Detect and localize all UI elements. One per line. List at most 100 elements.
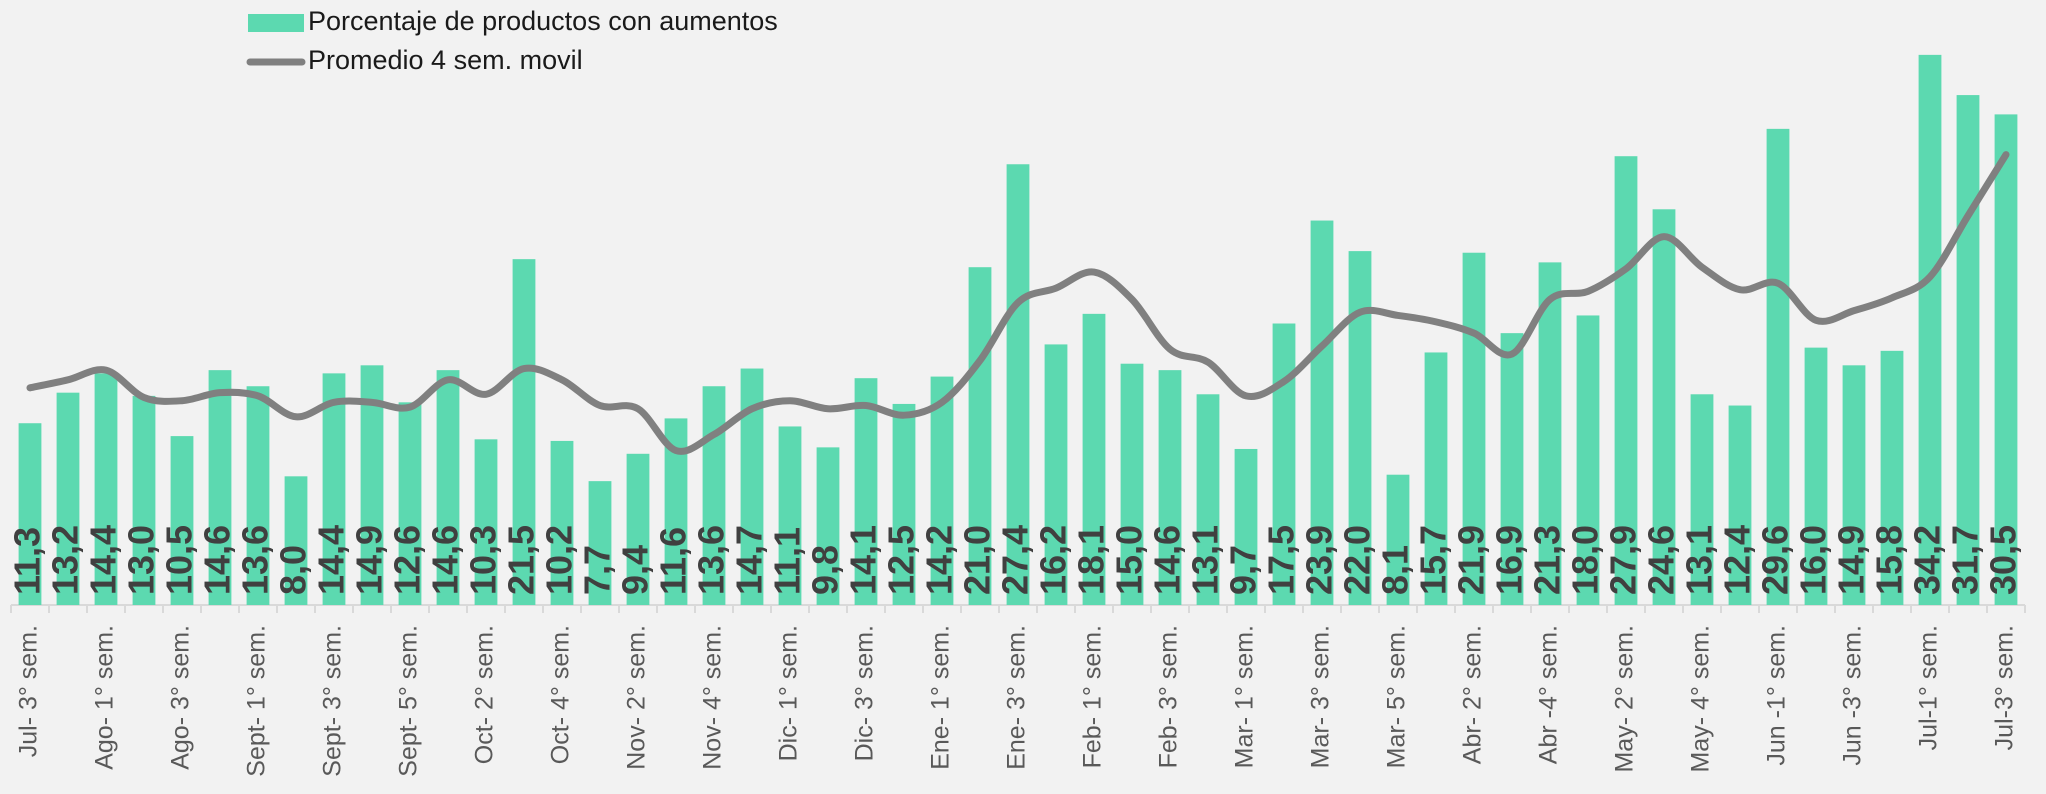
x-tick-label: May- 4° sem. [1687, 625, 1715, 773]
data-label: 14,6 [197, 525, 238, 595]
data-label: 27,9 [1603, 525, 1644, 595]
bar [284, 476, 308, 605]
x-tick-label: Feb- 1° sem. [1079, 625, 1107, 768]
data-label: 13,2 [45, 525, 86, 595]
x-tick-label: Oct- 2° sem. [471, 625, 499, 764]
data-label: 21,3 [1527, 525, 1568, 595]
bar [94, 373, 118, 605]
data-label: 18,1 [1071, 525, 1112, 595]
bar [512, 259, 536, 605]
data-label: 21,9 [1451, 525, 1492, 595]
x-tick-label: Dic- 1° sem. [775, 625, 803, 761]
data-label: 8,1 [1375, 545, 1416, 595]
bar [1158, 370, 1182, 605]
bar [360, 365, 384, 605]
data-label: 10,5 [159, 525, 200, 595]
bar [1006, 164, 1030, 605]
data-label: 9,4 [615, 545, 656, 595]
data-label: 23,9 [1299, 525, 1340, 595]
x-tick-label: Nov- 4° sem. [699, 625, 727, 770]
x-tick-label: Jun -3° sem. [1839, 625, 1867, 766]
bar [1918, 54, 1942, 605]
data-label: 27,4 [995, 525, 1036, 595]
data-label: 11,1 [767, 527, 808, 595]
x-tick-label: Abr -4° sem. [1535, 625, 1563, 764]
bar [436, 370, 460, 605]
x-tick-label: Ene- 1° sem. [927, 625, 955, 770]
data-label: 13,0 [121, 525, 162, 595]
data-label: 9,8 [805, 545, 846, 595]
data-label: 22,0 [1337, 525, 1378, 595]
legend-swatch [248, 14, 304, 32]
x-tick-label: Oct- 4° sem. [547, 625, 575, 764]
x-tick-label: Jun -1° sem. [1763, 625, 1791, 766]
bar [1690, 394, 1714, 605]
data-label: 13,6 [691, 525, 732, 595]
x-tick-label: Jul-3° sem. [1991, 625, 2019, 750]
data-label: 14,4 [83, 525, 124, 595]
bar [892, 403, 916, 605]
data-label: 10,2 [539, 525, 580, 595]
bar [132, 395, 156, 605]
data-label: 14,6 [425, 525, 466, 595]
x-tick-label: May- 2° sem. [1611, 625, 1639, 773]
bar [398, 402, 422, 605]
x-tick-label: Sept- 1° sem. [243, 625, 271, 777]
data-label: 31,7 [1945, 525, 1986, 595]
data-label: 18,0 [1565, 525, 1606, 595]
data-label: 14,4 [311, 525, 352, 595]
data-label: 16,9 [1489, 525, 1530, 595]
x-tick-label: Jul- 3° sem. [15, 625, 43, 757]
data-label: 14,9 [1831, 525, 1872, 595]
data-label: 16,0 [1793, 525, 1834, 595]
data-label: 34,2 [1907, 525, 1948, 595]
bar [930, 376, 954, 605]
legend-label: Porcentaje de productos con aumentos [308, 6, 778, 36]
data-label: 8,0 [273, 545, 314, 595]
x-tick-label: Dic- 3° sem. [851, 625, 879, 761]
data-label: 10,3 [463, 525, 504, 595]
data-label: 15,0 [1109, 525, 1150, 595]
bar [170, 436, 194, 605]
bar [1994, 114, 2018, 605]
data-label: 7,7 [577, 545, 618, 595]
data-label: 17,5 [1261, 525, 1302, 595]
x-tick-label: Ene- 3° sem. [1003, 625, 1031, 770]
legend-label: Promedio 4 sem. movil [308, 45, 583, 75]
data-label: 15,7 [1413, 525, 1454, 595]
data-label: 14,2 [919, 525, 960, 595]
bar [56, 392, 80, 605]
x-tick-label: Sept- 3° sem. [319, 625, 347, 777]
bar [1082, 313, 1106, 605]
bar [1766, 128, 1790, 605]
data-label: 13,1 [1185, 525, 1226, 595]
data-label: 13,1 [1679, 525, 1720, 595]
data-label: 13,6 [235, 525, 276, 595]
bar [1196, 394, 1220, 605]
x-tick-label: Abr- 2° sem. [1459, 625, 1487, 764]
bar [1500, 333, 1524, 605]
data-label: 9,7 [1223, 545, 1264, 595]
x-tick-label: Ago- 1° sem. [91, 625, 119, 770]
data-label: 24,6 [1641, 525, 1682, 595]
bar [1348, 251, 1372, 605]
bar [664, 418, 688, 605]
bar [1728, 405, 1752, 605]
bar [816, 447, 840, 605]
bar [474, 439, 498, 605]
data-label: 16,2 [1033, 525, 1074, 595]
x-tick-label: Feb- 3° sem. [1155, 625, 1183, 768]
bar [1234, 448, 1258, 605]
data-label: 12,5 [881, 525, 922, 595]
bar [246, 386, 270, 605]
bar [208, 370, 232, 605]
bar [588, 481, 612, 605]
data-label: 11,6 [653, 527, 694, 595]
bar [550, 440, 574, 605]
bar [1538, 262, 1562, 605]
x-tick-label: Nov- 2° sem. [623, 625, 651, 770]
x-tick-label: Jul-1° sem. [1915, 625, 1943, 750]
bar [778, 426, 802, 605]
data-label: 15,8 [1869, 525, 1910, 595]
